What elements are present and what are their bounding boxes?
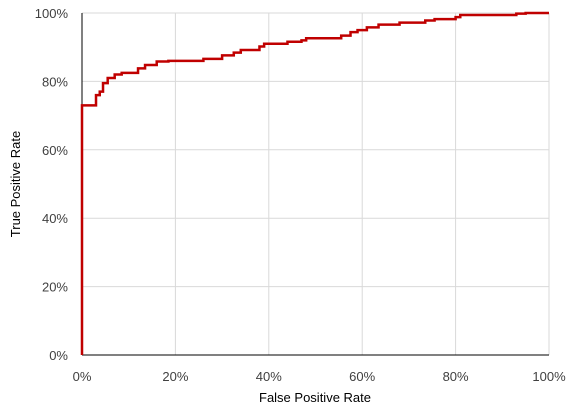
- y-tick-label: 60%: [42, 143, 68, 158]
- y-axis-title: True Positive Rate: [8, 131, 23, 237]
- x-tick-label: 40%: [256, 369, 282, 384]
- y-tick-label: 0%: [49, 348, 68, 363]
- series-layer: [80, 11, 549, 355]
- x-axis-title: False Positive Rate: [259, 390, 371, 405]
- gridlines: [82, 12, 550, 355]
- roc-curve: [80, 11, 549, 355]
- y-tick-label: 80%: [42, 74, 68, 89]
- x-tick-label: 60%: [349, 369, 375, 384]
- y-tick-label: 40%: [42, 211, 68, 226]
- x-tick-label: 0%: [73, 369, 92, 384]
- x-tick-label: 20%: [162, 369, 188, 384]
- y-tick-label: 100%: [35, 6, 69, 21]
- x-tick-label: 100%: [532, 369, 566, 384]
- x-tick-label: 80%: [443, 369, 469, 384]
- tick-labels: 0% 20% 40% 60% 80% 100% 0% 20% 40% 60% 80% 100%: [35, 6, 566, 384]
- y-tick-label: 20%: [42, 280, 68, 295]
